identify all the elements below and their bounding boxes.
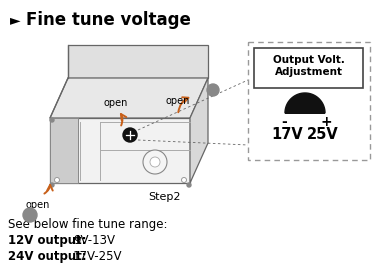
Circle shape — [50, 118, 54, 122]
Text: 12V output:: 12V output: — [8, 234, 87, 247]
Text: -: - — [281, 115, 287, 129]
Text: ►: ► — [10, 13, 21, 27]
Polygon shape — [190, 78, 208, 183]
Text: Adjustment: Adjustment — [274, 67, 342, 77]
Circle shape — [123, 128, 137, 142]
Text: 17V: 17V — [271, 127, 303, 142]
Text: 9V-13V: 9V-13V — [73, 234, 115, 247]
Text: +: + — [320, 115, 332, 129]
Text: 25V: 25V — [307, 127, 339, 142]
Text: Fine tune voltage: Fine tune voltage — [26, 11, 191, 29]
Polygon shape — [68, 45, 208, 78]
FancyBboxPatch shape — [248, 42, 370, 160]
Circle shape — [54, 178, 60, 182]
Circle shape — [187, 183, 191, 187]
Circle shape — [207, 84, 219, 96]
Text: 17V-25V: 17V-25V — [73, 250, 123, 263]
Circle shape — [150, 157, 160, 167]
Polygon shape — [285, 93, 325, 113]
Polygon shape — [50, 118, 78, 183]
Circle shape — [23, 208, 37, 222]
Text: open: open — [26, 200, 50, 210]
Text: Output Volt.: Output Volt. — [273, 55, 344, 65]
Circle shape — [50, 183, 54, 187]
Polygon shape — [50, 118, 190, 183]
FancyBboxPatch shape — [254, 48, 363, 88]
Text: open: open — [104, 98, 128, 108]
Text: open: open — [166, 96, 190, 106]
Polygon shape — [50, 78, 208, 118]
Circle shape — [143, 150, 167, 174]
Text: 24V output:: 24V output: — [8, 250, 87, 263]
Circle shape — [182, 178, 186, 182]
Text: Step2: Step2 — [148, 192, 180, 202]
Text: See below fine tune range:: See below fine tune range: — [8, 218, 168, 231]
